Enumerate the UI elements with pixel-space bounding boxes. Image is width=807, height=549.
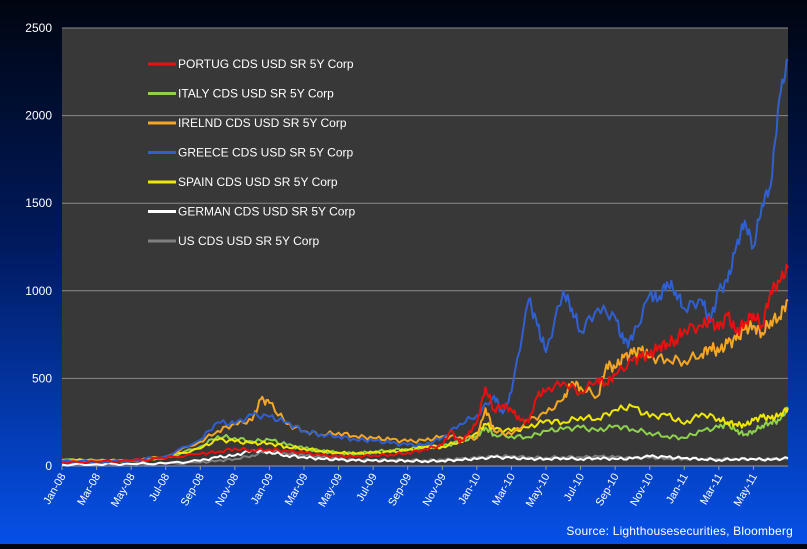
x-tick-label: Jul-08 xyxy=(147,472,172,504)
x-tick-label: Nov-08 xyxy=(213,472,241,509)
x-tick-label: Jul-10 xyxy=(562,472,587,504)
x-tick-label: May-08 xyxy=(109,472,138,510)
legend-label: SPAIN CDS USD SR 5Y Corp xyxy=(178,175,338,189)
y-tick-label: 1500 xyxy=(25,196,52,210)
plot-area xyxy=(62,28,788,466)
x-tick-label: May-11 xyxy=(732,472,760,509)
x-tick-label: Mar-11 xyxy=(698,472,725,507)
x-tick-label: Nov-10 xyxy=(628,472,656,509)
y-tick-label: 1000 xyxy=(25,284,52,298)
x-tick-label: Sep-10 xyxy=(594,472,622,509)
y-tick-label: 500 xyxy=(32,371,52,385)
legend-label: US CDS USD SR 5Y Corp xyxy=(178,234,319,248)
x-tick-label: Mar-10 xyxy=(490,472,518,508)
y-axis-tick-labels: 0 500 1000 1500 2000 2500 xyxy=(25,21,52,473)
series-line-greece xyxy=(61,58,789,464)
legend-label: PORTUG CDS USD SR 5Y Corp xyxy=(178,57,354,71)
y-tick-label: 2000 xyxy=(25,109,52,123)
x-tick-label: May-10 xyxy=(524,472,553,510)
x-tick-label: Jan-09 xyxy=(249,472,276,507)
source-note: Source: Lighthousesecurities, Bloomberg xyxy=(566,524,793,538)
x-tick-label: Sep-09 xyxy=(386,472,414,509)
legend-label: GERMAN CDS USD SR 5Y Corp xyxy=(178,205,355,219)
x-tick-label: Jul-09 xyxy=(354,472,379,504)
x-tick-label: May-09 xyxy=(316,472,345,510)
x-tick-label: Sep-08 xyxy=(179,472,207,509)
legend: PORTUG CDS USD SR 5Y Corp ITALY CDS USD S… xyxy=(148,57,355,248)
legend-label: ITALY CDS USD SR 5Y Corp xyxy=(178,87,334,101)
y-tick-label: 2500 xyxy=(25,21,52,35)
legend-label: GREECE CDS USD SR 5Y Corp xyxy=(178,146,353,160)
series-line-irelnd xyxy=(61,298,789,464)
series-line-portug xyxy=(61,263,789,464)
x-axis-tick-labels: Jan-08 Mar-08 May-08 Jul-08 Sep-08 Nov-08 Jan-… xyxy=(41,466,760,509)
y-tick-label: 0 xyxy=(45,459,52,473)
series-lines xyxy=(61,58,789,467)
x-tick-label: Jan-08 xyxy=(41,472,68,507)
x-tick-label: Mar-08 xyxy=(75,472,103,508)
series-line-german xyxy=(61,448,789,467)
series-line-spain xyxy=(61,403,789,463)
x-tick-label: Nov-09 xyxy=(421,472,449,509)
gridlines xyxy=(62,27,788,467)
x-tick-label: Jan-11 xyxy=(664,472,691,506)
x-tick-label: Mar-09 xyxy=(283,472,311,508)
x-tick-label: Jan-10 xyxy=(456,472,483,507)
legend-label: IRELND CDS USD SR 5Y Corp xyxy=(178,116,347,130)
